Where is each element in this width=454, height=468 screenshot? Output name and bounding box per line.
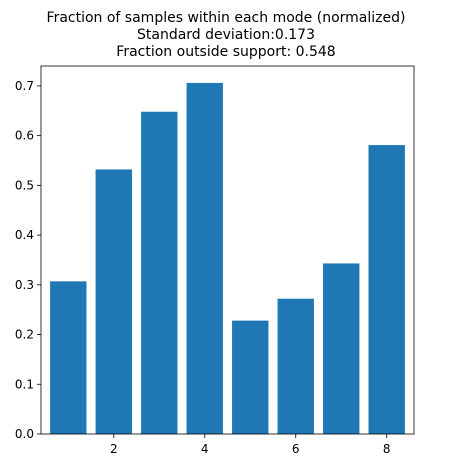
title-line-2: Standard deviation:0.173 xyxy=(137,27,315,43)
y-axis: 0.0 0.1 0.2 0.3 0.4 0.5 0.6 0.7 xyxy=(15,79,41,441)
y-tick-label: 0.5 xyxy=(15,178,34,192)
plot-frame xyxy=(40,65,415,435)
x-tick-label: 4 xyxy=(201,442,209,456)
y-tick-label: 0.4 xyxy=(15,228,34,242)
bar-3 xyxy=(141,111,178,435)
x-axis: 2 4 6 8 xyxy=(110,434,391,456)
bars-group xyxy=(50,82,405,435)
y-tick-label: 0.0 xyxy=(15,427,34,441)
y-tick-label: 0.7 xyxy=(15,79,34,93)
bar-5 xyxy=(232,320,269,434)
bar-7 xyxy=(323,263,360,434)
bar-6 xyxy=(277,298,314,434)
y-tick-label: 0.3 xyxy=(15,278,34,292)
title-line-1: Fraction of samples within each mode (no… xyxy=(47,10,406,26)
bar-4 xyxy=(186,82,223,434)
y-tick-label: 0.1 xyxy=(15,377,34,391)
bar-1 xyxy=(50,281,87,434)
chart-title: Fraction of samples within each mode (no… xyxy=(47,10,406,60)
y-tick-label: 0.2 xyxy=(15,328,34,342)
bar-8 xyxy=(368,145,405,435)
x-tick-label: 2 xyxy=(110,442,118,456)
x-tick-label: 8 xyxy=(383,442,391,456)
y-tick-label: 0.6 xyxy=(15,129,34,143)
bar-2 xyxy=(95,169,132,434)
x-tick-label: 6 xyxy=(292,442,300,456)
title-line-3: Fraction outside support: 0.548 xyxy=(116,44,335,60)
